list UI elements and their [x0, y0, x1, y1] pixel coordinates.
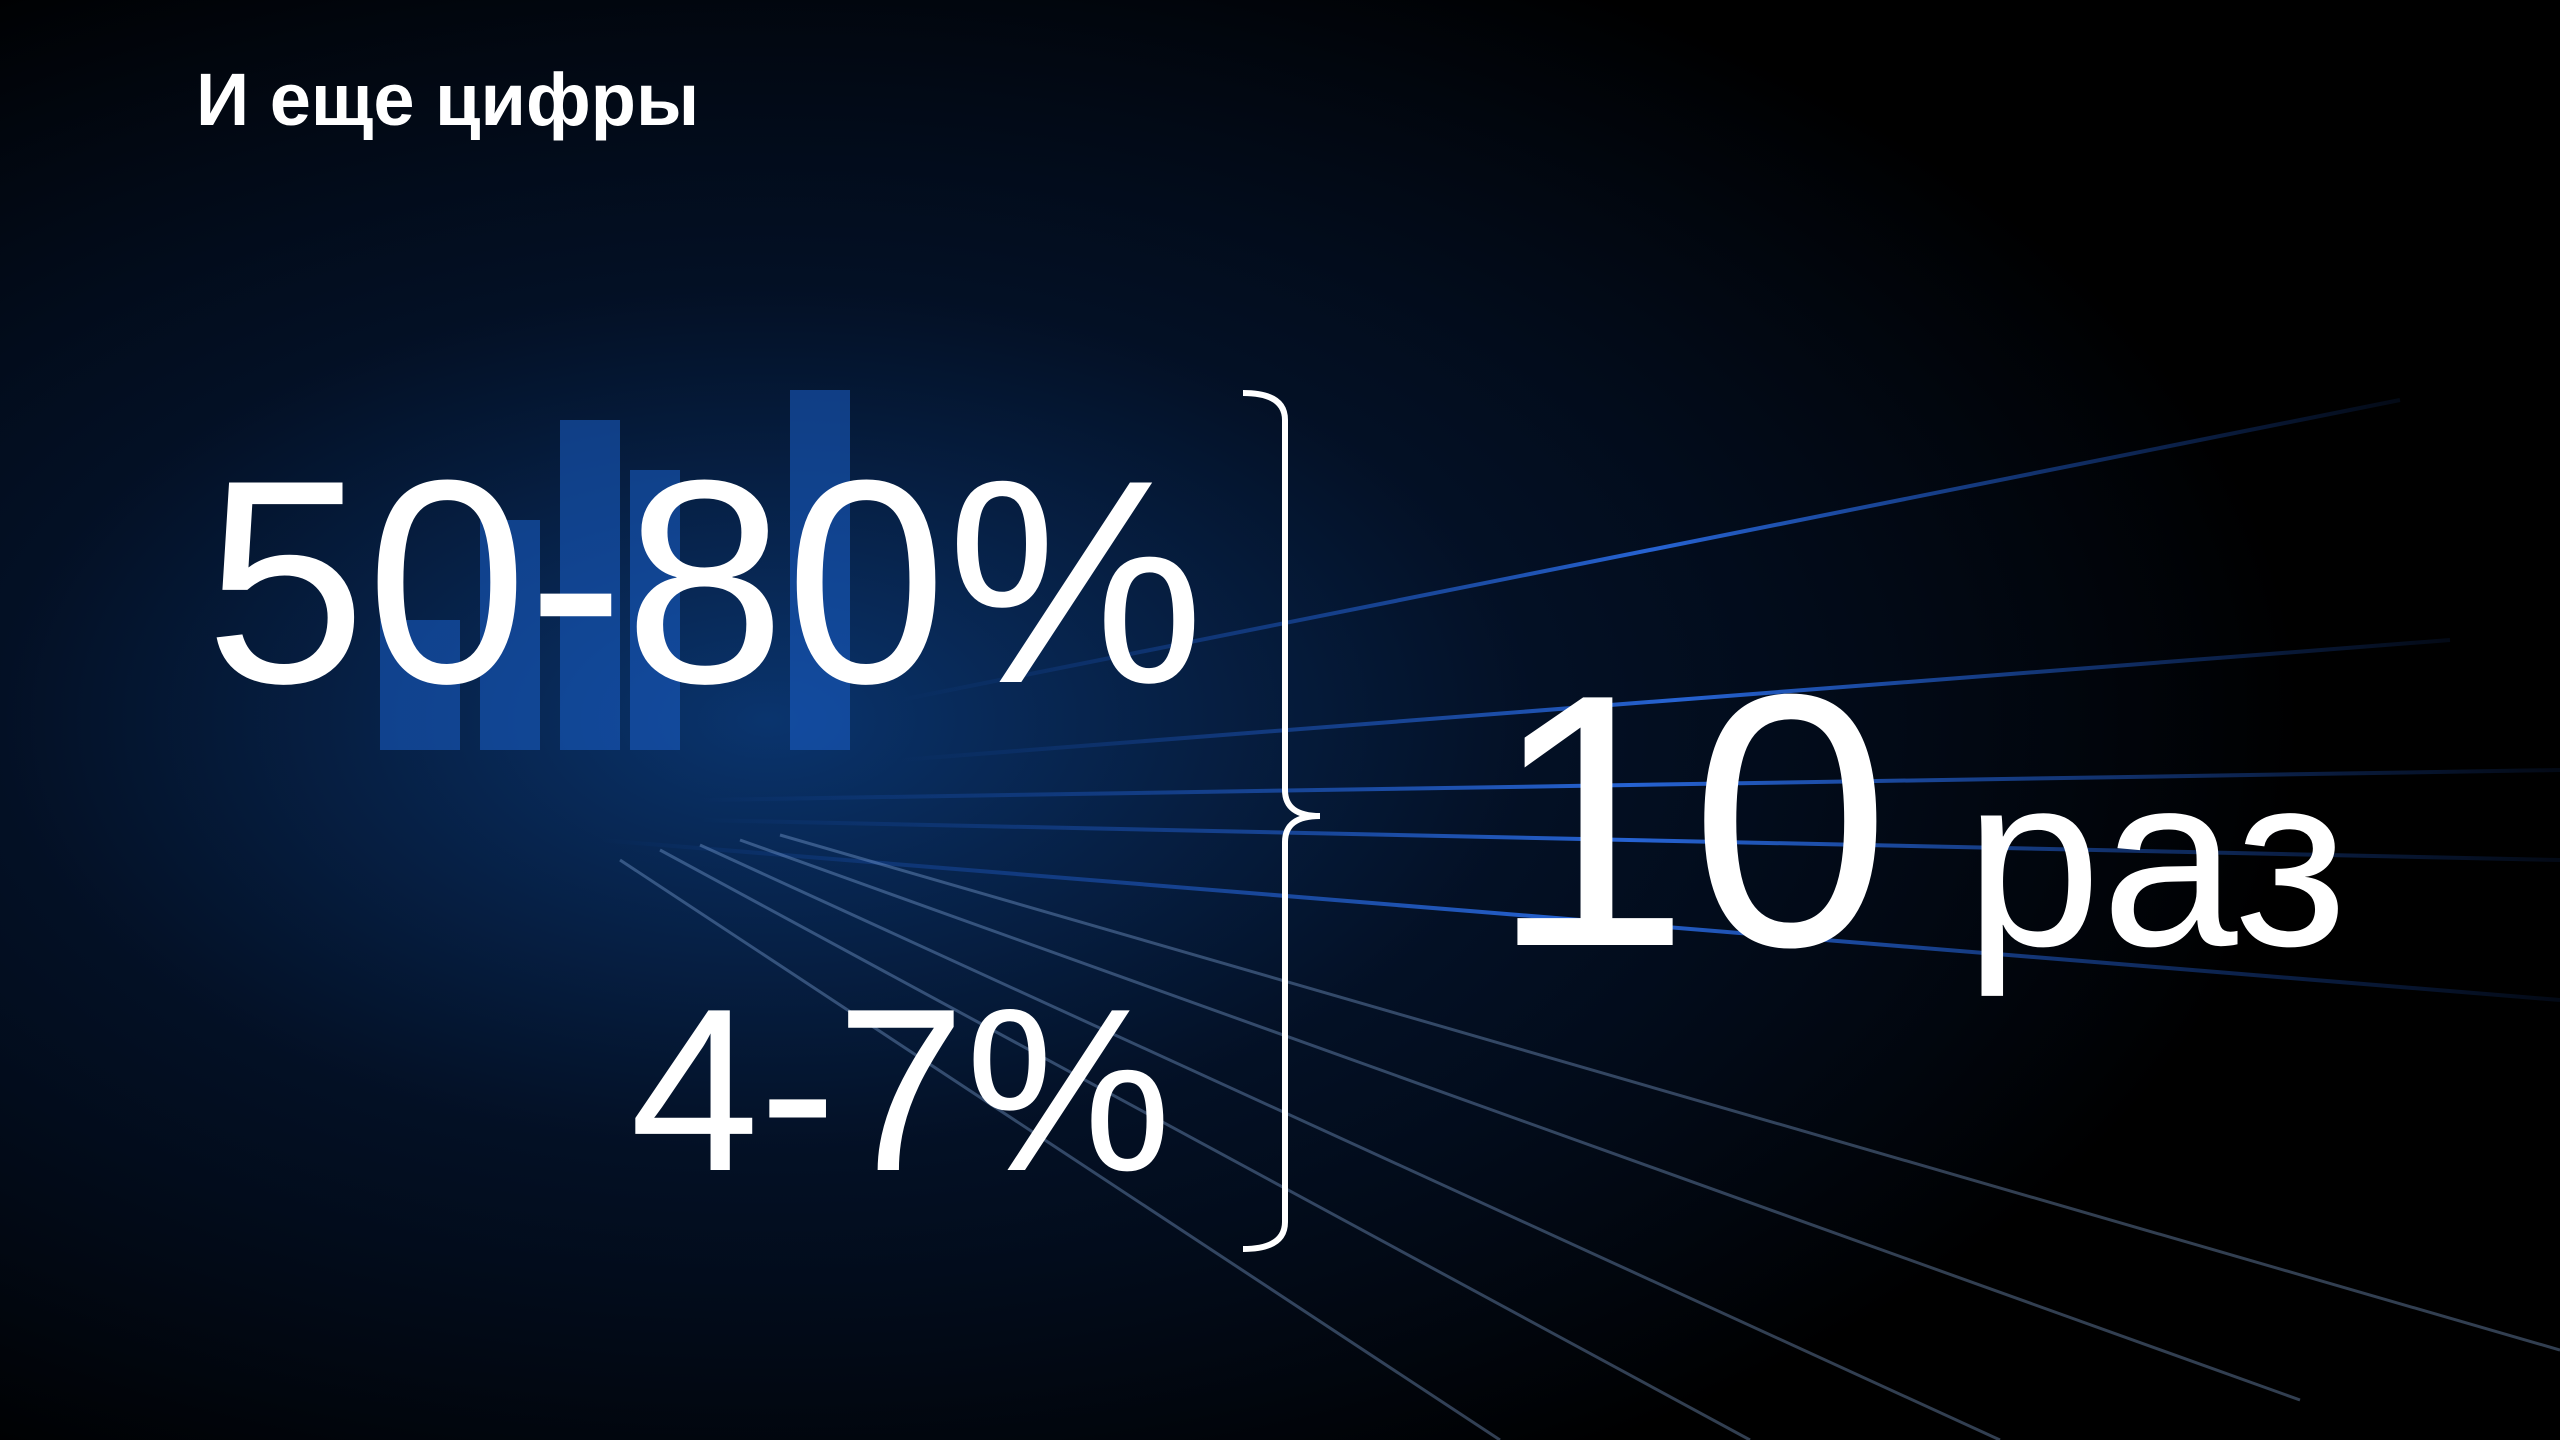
result-unit: раз [1965, 723, 2347, 997]
title: И еще цифры [196, 58, 699, 141]
slide: И еще цифры 50-80% 4-7% 10 раз [0, 0, 2560, 1440]
result-number: 10 [1490, 620, 1890, 1022]
figure-top: 50-80% [205, 420, 1205, 744]
figure-bottom: 4-7% [630, 961, 1172, 1220]
